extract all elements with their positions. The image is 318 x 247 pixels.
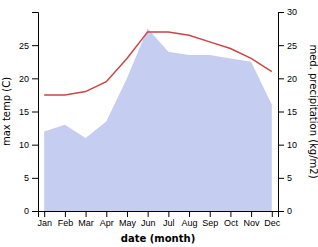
tick-mark — [148, 211, 149, 217]
tick-label: Apr — [100, 218, 114, 228]
plot-area — [44, 29, 272, 211]
tick-mark — [278, 12, 284, 13]
tick-label: Jul — [163, 218, 175, 228]
tick-mark — [278, 45, 284, 46]
x-tick: Sep — [202, 211, 218, 228]
tick-mark — [278, 211, 284, 212]
y-tick: 20 — [19, 74, 38, 84]
tick-label: Feb — [58, 218, 74, 228]
axis-line — [32, 13, 39, 212]
tick-label: Aug — [182, 218, 198, 228]
tick-mark — [230, 211, 231, 217]
y-tick: 15 — [19, 107, 38, 117]
x-tick: Feb — [58, 211, 74, 228]
tick-label: 20 — [287, 74, 297, 84]
x-tick: Jun — [141, 211, 156, 228]
tick-label: May — [119, 218, 137, 228]
tick-mark — [32, 45, 38, 46]
tick-label: Jun — [141, 218, 156, 228]
x-tick: Jan — [37, 211, 52, 228]
y-tick: 25 — [19, 41, 38, 51]
tick-mark — [32, 78, 38, 79]
tick-label: 15 — [19, 107, 29, 117]
tick-mark — [32, 178, 38, 179]
y2-tick: 10 — [278, 140, 297, 150]
tick-mark — [189, 211, 190, 217]
x-tick: Jul — [163, 211, 175, 228]
tick-label: 5 — [24, 173, 29, 183]
tick-mark — [168, 211, 169, 217]
x-tick: Mar — [78, 211, 94, 228]
tick-mark — [210, 211, 211, 217]
y-tick: 5 — [24, 173, 38, 183]
chart: Jan Feb Mar Apr May Jun Jul Aug Sep Oct NovDec 0 5 10… — [0, 0, 318, 247]
tick-mark — [32, 145, 38, 146]
tick-label: Oct — [224, 218, 239, 228]
tick-label: 5 — [287, 173, 292, 183]
x-tick: Dec — [264, 211, 281, 228]
tick-label: 0 — [24, 206, 29, 216]
tick-mark — [272, 211, 273, 217]
tick-label: 15 — [287, 107, 297, 117]
tick-mark — [106, 211, 107, 217]
tick-label: Mar — [78, 218, 94, 228]
tick-mark — [32, 112, 38, 113]
x-tick: Apr — [100, 211, 114, 228]
y2-axis-title: med. precipitation (kg/m2) — [308, 44, 318, 178]
axis-line — [279, 13, 285, 212]
axis-line — [39, 212, 279, 218]
x-tick: May — [119, 211, 137, 228]
tick-label: Jan — [37, 218, 52, 228]
precip-area — [44, 29, 272, 211]
x-tick: Nov — [244, 211, 261, 228]
y2-tick: 20 — [278, 74, 297, 84]
x-axis: Jan Feb Mar Apr May Jun Jul Aug Sep Oct NovDec — [37, 211, 280, 228]
tick-mark — [278, 178, 284, 179]
y-axis-title: max temp (C) — [1, 77, 12, 146]
tick-label: Dec — [264, 218, 281, 228]
tick-mark — [44, 211, 45, 217]
tick-mark — [86, 211, 87, 217]
tick-label: 20 — [19, 74, 29, 84]
y2-tick: 5 — [278, 173, 292, 183]
y-tick: 0 — [24, 206, 38, 216]
x-axis-title: date (month) — [121, 233, 195, 244]
y2-axis: 0 5 10 15 20 25 30 — [278, 7, 297, 216]
tick-mark — [251, 211, 252, 217]
tick-mark — [65, 211, 66, 217]
y-axis: 0 5 10 15 20 25 — [19, 13, 39, 217]
x-tick: Aug — [182, 211, 198, 228]
tick-mark — [127, 211, 128, 217]
tick-label: 10 — [19, 140, 29, 150]
tick-label: 25 — [19, 41, 29, 51]
tick-label: 25 — [287, 41, 297, 51]
tick-label: 30 — [287, 7, 297, 17]
tick-label: 10 — [287, 140, 297, 150]
y-tick: 10 — [19, 140, 38, 150]
tick-label: Nov — [244, 218, 261, 228]
y2-tick: 0 — [278, 206, 292, 216]
x-tick: Oct — [224, 211, 239, 228]
tick-label: 0 — [287, 206, 292, 216]
tick-label: Sep — [202, 218, 218, 228]
y2-tick: 15 — [278, 107, 297, 117]
tick-mark — [278, 145, 284, 146]
tick-mark — [32, 211, 38, 212]
tick-mark — [278, 78, 284, 79]
y2-tick: 25 — [278, 41, 297, 51]
tick-mark — [278, 112, 284, 113]
temp-line — [44, 32, 272, 95]
y2-tick: 30 — [278, 7, 297, 17]
